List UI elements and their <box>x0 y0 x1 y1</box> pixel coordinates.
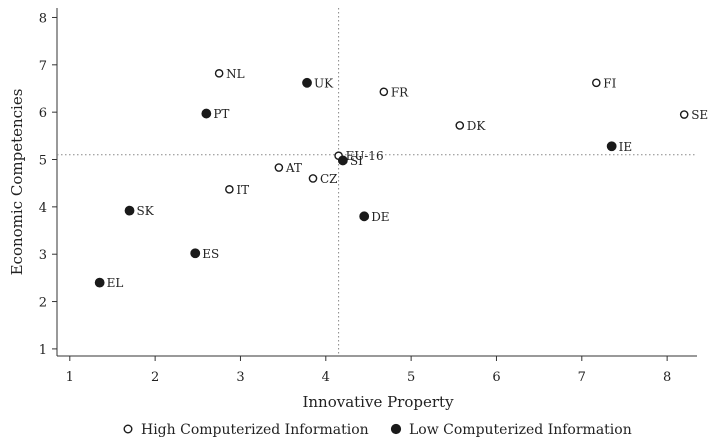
point-label-si: SI <box>350 154 363 168</box>
legend-marker-low <box>390 423 402 435</box>
y-tick-label: 4 <box>39 201 47 216</box>
point-label-dk: DK <box>467 119 487 133</box>
legend-marker-high <box>123 424 133 434</box>
y-tick-label: 2 <box>39 296 47 311</box>
data-point-de <box>359 211 370 222</box>
point-label-de: DE <box>371 210 389 224</box>
data-point-fr <box>379 87 389 97</box>
y-axis-ticks: 1 2 3 4 5 6 7 8 <box>39 11 57 358</box>
y-tick-label: 7 <box>39 59 47 74</box>
point-label-eu-16: EU-16 <box>346 149 384 163</box>
y-tick-label: 1 <box>39 343 47 358</box>
legend-label-low: Low Computerized Information <box>409 422 632 438</box>
y-tick-label: 6 <box>39 106 47 121</box>
data-point-uk <box>302 77 312 88</box>
x-axis-title: Innovative Property <box>302 393 454 411</box>
point-label-fi: FI <box>603 76 616 90</box>
y-tick-label: 3 <box>39 248 47 263</box>
point-label-pt: PT <box>213 107 229 121</box>
data-point-si <box>337 155 348 166</box>
point-label-it: IT <box>236 183 249 197</box>
data-point-sk <box>124 205 135 216</box>
y-tick-label: 5 <box>39 154 47 169</box>
x-tick-label: 4 <box>322 370 330 385</box>
point-label-cz: CZ <box>320 172 338 186</box>
legend: High Computerized Information Low Compute… <box>123 422 632 438</box>
x-tick-label: 3 <box>236 370 244 385</box>
data-point-es <box>190 248 201 259</box>
point-label-nl: NL <box>226 67 245 81</box>
x-axis-ticks: 1 2 3 4 5 6 7 8 <box>66 356 671 385</box>
point-label-uk: UK <box>314 76 334 90</box>
legend-label-high: High Computerized Information <box>141 422 369 438</box>
data-point-nl <box>214 69 224 78</box>
y-axis-title: Economic Competencies <box>8 89 26 276</box>
data-point-fi <box>592 78 601 88</box>
data-points: NL FR FI SE DK EU-16 AT CZ IT UK PT IE SI DE SK ES EL <box>94 67 708 290</box>
x-tick-label: 6 <box>492 370 500 385</box>
point-label-ie: IE <box>619 140 633 154</box>
data-point-dk <box>455 121 465 130</box>
point-label-se: SE <box>691 108 708 122</box>
reference-lines <box>57 8 697 356</box>
y-tick-label: 8 <box>39 11 47 26</box>
x-tick-label: 8 <box>663 370 671 385</box>
x-tick-label: 7 <box>578 370 586 385</box>
data-point-ie <box>606 141 617 152</box>
data-point-el <box>94 277 105 288</box>
data-point-it <box>225 185 234 194</box>
point-label-el: EL <box>107 276 124 290</box>
x-tick-label: 1 <box>66 370 74 385</box>
x-tick-label: 5 <box>407 370 415 385</box>
point-label-at: AT <box>285 161 302 175</box>
point-label-fr: FR <box>391 85 409 99</box>
data-point-se <box>679 110 689 119</box>
plot-area <box>56 8 697 357</box>
point-label-es: ES <box>202 247 219 261</box>
point-label-sk: SK <box>137 204 155 218</box>
data-point-pt <box>201 108 212 119</box>
data-point-at <box>274 163 284 172</box>
data-point-cz <box>308 174 318 183</box>
x-tick-label: 2 <box>151 370 159 385</box>
